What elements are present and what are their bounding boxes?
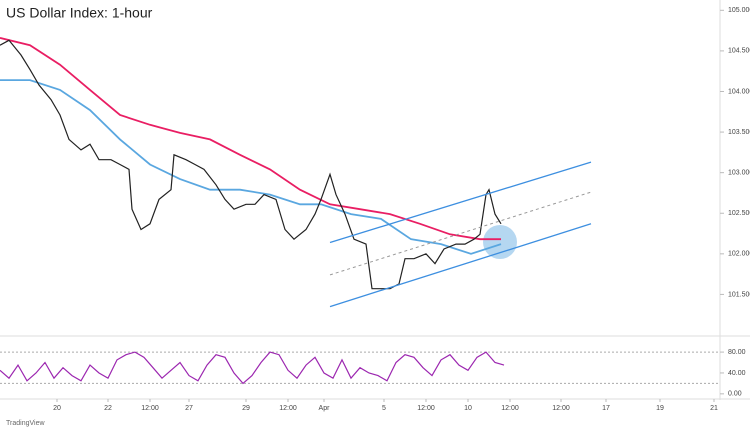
x-tick-label: 5 [382,405,386,412]
series-line [329,223,592,308]
series-line [329,191,592,276]
series-line [0,79,502,255]
y-tick-label: 40.00 [728,370,746,377]
y-tick-label: 105.000 [728,7,750,14]
x-tick-label: Apr [319,405,331,412]
y-tick-label: 102.000 [728,251,750,258]
y-tick-label: 101.500 [728,291,750,298]
x-tick-label: 12:00 [141,405,159,412]
series-line [0,37,501,241]
source: TradingView [6,420,45,427]
y-tick-label: 0.00 [728,391,742,398]
y-tick-label: 102.500 [728,210,750,217]
y-tick-label: 104.500 [728,48,750,55]
series-line [0,351,505,385]
x-tick-label: 17 [602,405,610,412]
x-tick-label: 12:00 [417,405,435,412]
x-tick-label: 21 [710,405,718,412]
x-tick-label: 12:00 [279,405,297,412]
x-tick-label: 10 [464,405,472,412]
y-tick-label: 80.00 [728,349,746,356]
chart-title: US Dollar Index: 1-hour [6,5,153,21]
x-tick-label: 19 [656,405,664,412]
x-tick-label: 20 [53,405,61,412]
series-line [329,161,592,244]
y-tick-label: 104.000 [728,88,750,95]
x-tick-label: 27 [185,405,193,412]
x-tick-label: 12:00 [501,405,519,412]
y-tick-label: 103.000 [728,169,750,176]
y-tick-label: 103.500 [728,129,750,136]
x-tick-label: 22 [104,405,112,412]
x-tick-label: 29 [242,405,250,412]
x-tick-label: 12:00 [552,405,570,412]
highlight-circle [483,225,517,259]
series-line [0,39,502,290]
